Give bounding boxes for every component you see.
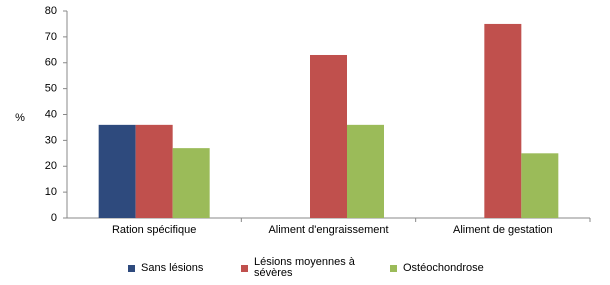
bar xyxy=(135,124,173,218)
y-tick-label: 80 xyxy=(45,5,57,17)
y-tick-label: 30 xyxy=(45,134,57,146)
legend-swatch xyxy=(241,264,248,272)
legend-label: Ostéochondrose xyxy=(403,261,484,274)
bar xyxy=(172,148,210,218)
x-tick-label: Ration spécifique xyxy=(112,224,196,236)
legend-label: Sans lésions xyxy=(141,261,204,274)
legend-item: Lésions moyennes à sévères xyxy=(241,255,361,281)
bar xyxy=(98,124,136,218)
y-tick-label: 60 xyxy=(45,57,57,69)
bar xyxy=(347,124,384,218)
y-axis-label: % xyxy=(15,112,25,124)
y-tick-label: 70 xyxy=(45,31,57,43)
y-tick-label: 10 xyxy=(45,186,57,198)
legend-item: Sans lésions xyxy=(128,255,203,281)
chart: % 0 10 20 30 40 50 60 70 80 Ration spécifique Alim… xyxy=(15,5,591,236)
bar xyxy=(484,23,522,218)
legend-swatch xyxy=(128,264,135,272)
bar xyxy=(521,153,559,218)
bar xyxy=(310,54,347,218)
legend: Sans lésions Lésions moyennes à sévères Os… xyxy=(0,255,610,283)
y-tick-label: 40 xyxy=(45,108,57,120)
y-tick-label: 0 xyxy=(51,212,57,224)
legend-item: Ostéochondrose xyxy=(390,255,484,281)
x-tick-label: Aliment d'engraissement xyxy=(268,224,388,236)
y-tick-label: 50 xyxy=(45,83,57,95)
legend-label: Lésions moyennes à sévères xyxy=(254,256,355,279)
x-tick-label: Aliment de gestation xyxy=(453,224,553,236)
legend-swatch xyxy=(390,264,397,272)
y-tick-label: 20 xyxy=(45,160,57,172)
